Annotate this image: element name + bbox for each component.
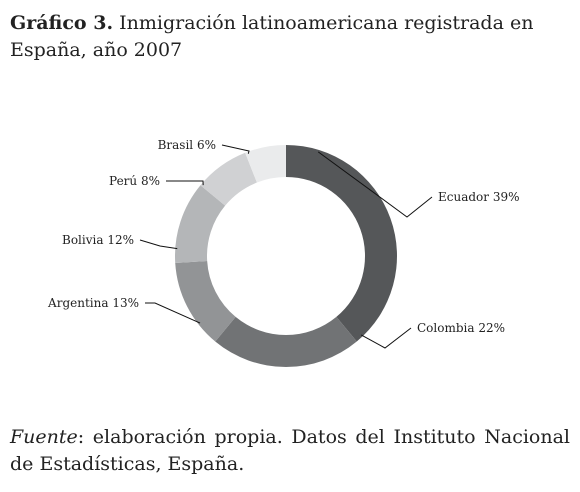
chart-title-text: Inmigración latinoamericana registrada e…: [10, 12, 534, 61]
slice-ecuador: [286, 145, 398, 342]
leader-line-brasil: [221, 144, 250, 154]
chart-title-number: Gráfico 3.: [10, 12, 114, 34]
slice-label-colombia: Colombia 22%: [417, 321, 505, 335]
slice-brasil: [245, 145, 286, 183]
donut-chart-svg: Ecuador 39% Colombia 22% Argentina 13% Boli…: [47, 138, 520, 367]
slice-label-ecuador: Ecuador 39%: [438, 190, 520, 204]
source-note: Fuente: elaboración propia. Datos del In…: [10, 424, 570, 478]
donut-slices: [175, 145, 398, 367]
leader-line-argentina: [145, 302, 201, 324]
slice-bolivia: [175, 185, 226, 263]
slice-label-bolivia: Bolivia 12%: [62, 233, 134, 247]
source-label: Fuente: [10, 426, 78, 448]
label-leader-lines: [139, 144, 433, 349]
slice-labels: Ecuador 39% Colombia 22% Argentina 13% Boli…: [47, 138, 519, 335]
slice-perú: [200, 152, 257, 206]
leader-line-ecuador: [317, 151, 433, 218]
slice-argentina: [175, 260, 236, 342]
slice-label-brasil: Brasil 6%: [158, 138, 216, 152]
slice-label-perú: Perú 8%: [109, 174, 160, 188]
chart-title: Gráfico 3. Inmigración latinoamericana r…: [10, 10, 570, 64]
leader-line-perú: [166, 180, 204, 186]
slice-label-argentina: Argentina 13%: [47, 296, 139, 310]
leader-line-bolivia: [139, 239, 178, 250]
donut-chart: Ecuador 39% Colombia 22% Argentina 13% Boli…: [0, 120, 580, 390]
slice-colombia: [215, 316, 357, 367]
leader-line-colombia: [360, 327, 412, 349]
source-text: : elaboración propia. Datos del Institut…: [10, 426, 570, 475]
